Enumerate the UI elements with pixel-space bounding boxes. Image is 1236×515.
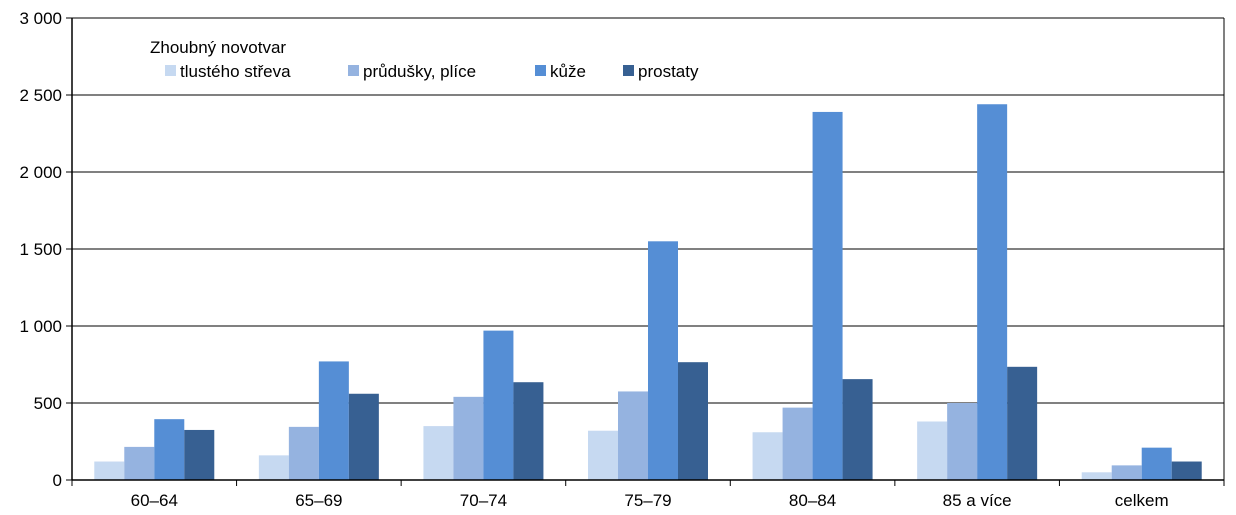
legend-label: průdušky, plíce bbox=[363, 62, 476, 81]
bar bbox=[258, 455, 289, 480]
legend-item: tlustého střeva bbox=[165, 62, 291, 81]
axes bbox=[71, 17, 1225, 486]
bar bbox=[947, 403, 978, 480]
legend-label: kůže bbox=[550, 62, 586, 81]
y-tick-label: 1 500 bbox=[19, 240, 62, 259]
legend-item: průdušky, plíce bbox=[348, 62, 476, 81]
bar bbox=[184, 429, 215, 480]
x-tick-label: 75–79 bbox=[624, 491, 671, 510]
bar bbox=[94, 461, 125, 480]
bar bbox=[1111, 465, 1142, 480]
x-tick-label: 70–74 bbox=[460, 491, 507, 510]
bar bbox=[513, 382, 544, 480]
bar bbox=[318, 361, 349, 480]
x-axis-tick-labels: 60–64 65–69 70–74 75–79 80–84 85 a více celkem bbox=[131, 491, 1169, 510]
bars bbox=[94, 104, 1202, 481]
bar bbox=[618, 391, 648, 480]
bar bbox=[423, 426, 454, 480]
x-tick-label: 80–84 bbox=[789, 491, 836, 510]
legend-item: prostaty bbox=[623, 62, 699, 81]
legend-items: tlustého střeva průdušky, plíce kůže prosta… bbox=[165, 62, 699, 81]
y-axis-tick-labels: 0 500 1 000 1 500 2 000 2 500 3 000 bbox=[19, 9, 62, 490]
bar bbox=[1007, 366, 1038, 480]
legend-label: tlustého střeva bbox=[180, 62, 291, 81]
legend-swatch bbox=[165, 65, 176, 76]
bar bbox=[154, 419, 185, 480]
bar bbox=[678, 362, 708, 480]
bar bbox=[782, 407, 813, 480]
bar bbox=[917, 421, 948, 480]
y-tick-label: 2 500 bbox=[19, 86, 62, 105]
bar bbox=[483, 330, 514, 480]
legend-label: prostaty bbox=[638, 62, 699, 81]
legend-swatch bbox=[348, 65, 359, 76]
bar bbox=[812, 111, 843, 480]
bar bbox=[752, 432, 783, 480]
y-tick-label: 0 bbox=[53, 471, 62, 490]
bar bbox=[648, 241, 678, 480]
y-tick-label: 500 bbox=[34, 394, 62, 413]
bar bbox=[1081, 472, 1112, 480]
legend-swatch bbox=[535, 65, 546, 76]
bar bbox=[1171, 461, 1202, 480]
y-tick-label: 1 000 bbox=[19, 317, 62, 336]
bar bbox=[588, 430, 618, 480]
bar bbox=[977, 104, 1008, 481]
bar bbox=[842, 379, 873, 480]
bar bbox=[288, 426, 319, 480]
bar bbox=[1141, 447, 1172, 480]
bar bbox=[348, 393, 379, 480]
bar bbox=[124, 446, 155, 480]
x-tick-label: 65–69 bbox=[295, 491, 342, 510]
legend-item: kůže bbox=[535, 62, 586, 81]
legend: Zhoubný novotvar tlustého střeva průdušky… bbox=[150, 38, 699, 81]
y-tick-label: 2 000 bbox=[19, 163, 62, 182]
x-tick-label: celkem bbox=[1115, 491, 1169, 510]
bar bbox=[453, 396, 484, 480]
legend-title: Zhoubný novotvar bbox=[150, 38, 286, 57]
x-tick-label: 60–64 bbox=[131, 491, 178, 510]
x-tick-label: 85 a více bbox=[943, 491, 1012, 510]
y-tick-label: 3 000 bbox=[19, 9, 62, 28]
legend-swatch bbox=[623, 65, 634, 76]
